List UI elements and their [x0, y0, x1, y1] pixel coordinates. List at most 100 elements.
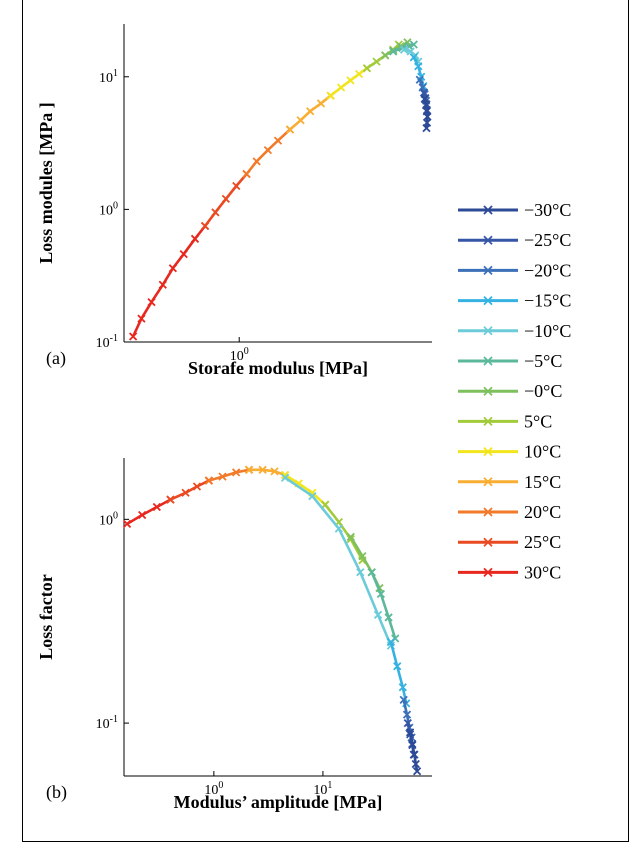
data-point: [405, 728, 415, 737]
legend-entry: 25°C: [458, 532, 561, 552]
legend-entry: 20°C: [458, 502, 561, 522]
series-−30°C: [405, 728, 422, 776]
series-line: [324, 503, 364, 561]
data-point: [411, 759, 420, 769]
data-point: [316, 99, 326, 108]
data-point: [211, 208, 220, 217]
data-point: [285, 125, 295, 134]
data-point: [221, 194, 231, 204]
y-tick-label: 10-1: [96, 333, 118, 351]
data-point: [367, 568, 376, 577]
series-25°C: [166, 476, 214, 504]
data-point: [415, 75, 424, 84]
data-point: [200, 221, 210, 231]
data-point: [346, 532, 355, 542]
series-−15°C: [386, 637, 411, 708]
series-line: [245, 128, 291, 175]
x-tick-label: 100: [230, 346, 249, 364]
data-point: [218, 472, 227, 481]
legend-label: −15°C: [524, 291, 571, 311]
data-point: [412, 767, 422, 776]
legend-label: −20°C: [524, 260, 571, 280]
legend-entry: 30°C: [458, 562, 561, 582]
data-point: [409, 53, 418, 62]
data-point: [326, 91, 335, 100]
x-tick-label: 101: [313, 780, 332, 798]
legend-label: 5°C: [524, 411, 552, 431]
series-5°C: [321, 500, 367, 565]
data-point: [356, 568, 365, 577]
x-tick-label: 100: [204, 780, 223, 798]
data-point: [158, 280, 167, 289]
data-point: [138, 510, 147, 520]
data-point: [398, 683, 407, 692]
data-point: [408, 739, 417, 749]
series-−10°C: [280, 473, 396, 650]
x-axis-label: Modulus’ amplitude [MPa]: [174, 792, 383, 812]
data-point: [137, 314, 146, 323]
data-point: [122, 519, 132, 529]
series-line: [370, 571, 397, 639]
legend: −30°C −25°C −20°C −15°C −10°C −5°C −0°C 5°C 10°C…: [458, 200, 571, 582]
data-point: [280, 470, 290, 480]
data-point: [244, 465, 254, 474]
legend-label: −30°C: [524, 200, 571, 220]
legend-entry: −15°C: [458, 291, 571, 311]
series-line: [208, 468, 250, 482]
data-point: [128, 332, 138, 341]
data-point: [168, 264, 178, 273]
series-25°C: [200, 169, 251, 231]
y-axis-label: Loss modules [MPa ]: [36, 102, 56, 264]
data-point: [354, 69, 364, 79]
data-point: [258, 465, 267, 474]
legend-label: −10°C: [524, 321, 571, 341]
series-10°C: [326, 64, 372, 100]
series-20°C: [242, 125, 295, 179]
data-point: [231, 468, 241, 477]
data-point: [179, 249, 188, 259]
series-30°C: [128, 221, 210, 341]
series-20°C: [204, 465, 254, 485]
data-point: [273, 136, 283, 145]
series-line: [389, 641, 408, 704]
legend-label: 10°C: [524, 442, 561, 462]
data-point: [409, 40, 418, 49]
legend-entry: 10°C: [458, 442, 561, 462]
panel-label: (a): [46, 348, 66, 369]
data-point: [373, 610, 383, 619]
series-line: [126, 498, 172, 526]
series-line: [284, 473, 327, 506]
data-point: [358, 551, 367, 561]
data-point: [263, 145, 273, 155]
legend-entry: 5°C: [458, 411, 552, 431]
data-point: [166, 495, 175, 504]
legend-label: 15°C: [524, 472, 561, 492]
data-point: [147, 297, 156, 307]
legend-label: −0°C: [524, 381, 562, 401]
y-tick-label: 10-1: [96, 714, 118, 732]
y-tick-label: 100: [99, 510, 118, 528]
legend-entry: −10°C: [458, 321, 571, 341]
data-point: [181, 488, 190, 497]
legend-entry: −25°C: [458, 230, 571, 250]
data-point: [381, 51, 390, 60]
data-point: [399, 695, 408, 705]
legend-label: −5°C: [524, 351, 562, 371]
series-line: [249, 468, 286, 477]
legend-entry: 15°C: [458, 472, 561, 492]
y-tick-label: 101: [99, 68, 118, 86]
data-point: [336, 83, 346, 92]
data-point: [190, 234, 200, 243]
legend-label: 30°C: [524, 562, 561, 582]
legend-entry: −5°C: [458, 351, 562, 371]
data-point: [402, 710, 412, 719]
data-point: [346, 76, 355, 85]
data-point: [204, 476, 214, 485]
x-axis-label: Storafe modulus [MPa]: [188, 358, 368, 378]
series-5°C: [362, 40, 403, 73]
data-point: [414, 62, 423, 71]
data-point: [296, 116, 305, 125]
data-point: [410, 750, 419, 759]
